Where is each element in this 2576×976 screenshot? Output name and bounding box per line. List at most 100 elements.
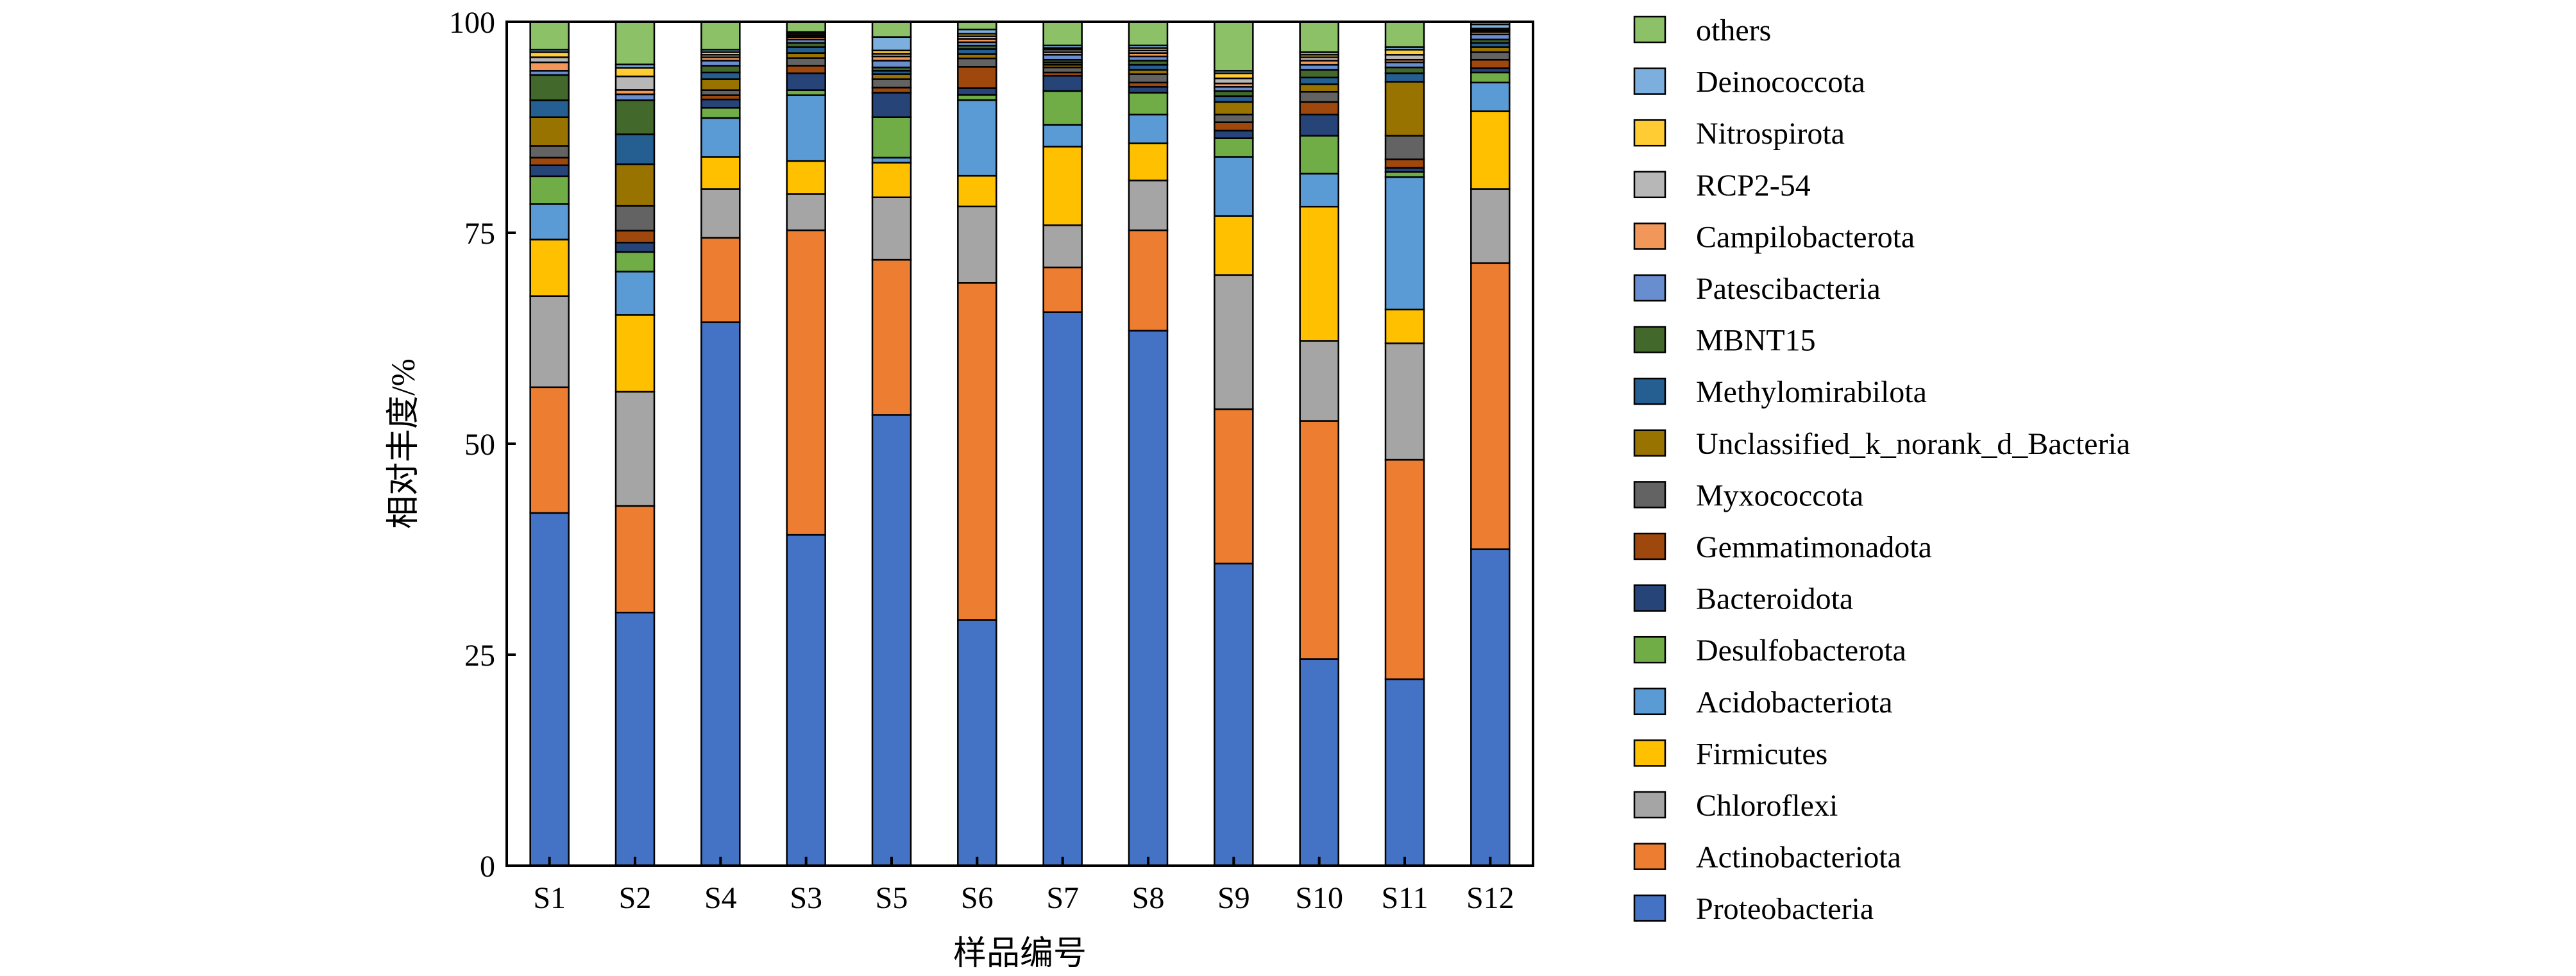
legend-label: Nitrospirota [1696, 117, 1845, 151]
legend-label: Actinobacteriota [1696, 841, 1901, 875]
bar-segment-S1-bacteroidota [529, 164, 570, 178]
bar-segment-S2-chloroflexi [614, 391, 656, 507]
bar-segment-S10-chloroflexi [1299, 340, 1339, 422]
bar-segment-S9-acidobacteriota [1214, 156, 1254, 217]
bar-segment-S11-others [1384, 21, 1425, 48]
legend-swatch [1633, 791, 1666, 819]
bar-segment-S11-myxococcota [1384, 135, 1425, 160]
legend-item-actinobacteriota: Actinobacteriota [1633, 841, 1901, 875]
bar-segment-S6-myxococcota [957, 57, 997, 68]
x-tick-label-S6: S6 [961, 881, 994, 915]
legend-item-deinococcota: Deinococcota [1633, 65, 1865, 99]
bar-segment-S5-chloroflexi [871, 196, 912, 261]
bar-segment-S3-firmicutes [786, 160, 826, 195]
bar-segment-S12-desulfobacterota [1470, 71, 1511, 83]
legend-item-acidobacteriota: Acidobacteriota [1633, 686, 1893, 719]
bar-segment-S11-actinobacteriota [1384, 459, 1425, 680]
bar-segment-S10-others [1299, 21, 1339, 53]
bar-segment-S1-actinobacteriota [529, 386, 570, 514]
legend-label: Campilobacterota [1696, 220, 1915, 254]
bar-segment-S6-bacteroidota [957, 87, 997, 96]
x-tick-label-S10: S10 [1295, 881, 1343, 915]
bar-segment-S4-proteobacteria [700, 321, 741, 867]
legend-item-rcp2-54: RCP2-54 [1633, 169, 1811, 203]
legend-label: others [1696, 13, 1771, 47]
legend-label: Chloroflexi [1696, 789, 1838, 823]
x-tick-label-S12: S12 [1466, 881, 1514, 915]
bar-segment-S4-firmicutes [700, 156, 741, 190]
bar-segment-S7-firmicutes [1042, 146, 1083, 226]
legend-item-firmicutes: Firmicutes [1633, 737, 1827, 771]
bar-segment-S8-others [1128, 21, 1169, 47]
bar-segment-S9-gemmatimonadota [1214, 121, 1254, 132]
bar-segment-S9-proteobacteria [1214, 562, 1254, 867]
legend-swatch [1633, 171, 1666, 199]
bar-stack-S12 [1470, 21, 1511, 867]
bar-segment-S9-firmicutes [1214, 215, 1254, 276]
bar-segment-S2-nitrospirota [614, 67, 656, 78]
bar-segment-S9-chloroflexi [1214, 274, 1254, 410]
bar-segment-S12-actinobacteriota [1470, 262, 1511, 550]
bar-segment-S5-bacteroidota [871, 92, 912, 118]
bar-segment-S3-gemmatimonadota [786, 65, 826, 74]
axes [505, 21, 1534, 867]
bar-segment-S7-chloroflexi [1042, 224, 1083, 269]
x-tick-label-S5: S5 [876, 881, 908, 915]
bar-stack-S5 [871, 21, 912, 867]
bar-segment-S8-firmicutes [1128, 142, 1169, 181]
bar-segment-S3-methylomirabilota [786, 46, 826, 54]
bar-segment-S2-patescibacteria [614, 93, 656, 101]
bar-segment-S12-proteobacteria [1470, 548, 1511, 867]
bar-segment-S5-desulfobacterota [871, 116, 912, 159]
bar-stack-S11 [1384, 21, 1425, 867]
bar-stack-S8 [1128, 21, 1169, 867]
bar-segment-S4-mbnt15 [700, 65, 741, 74]
legend-item-methylomirabilota: Methylomirabilota [1633, 375, 1927, 409]
bar-segment-S2-mbnt15 [614, 99, 656, 135]
bar-segment-S10-actinobacteriota [1299, 420, 1339, 660]
bar-stack-S6 [957, 21, 997, 867]
y-tick-label: 75 [464, 217, 495, 251]
bar-segment-S3-others [786, 21, 826, 33]
bar-segment-S1-gemmatimonadota [529, 156, 570, 166]
legend-swatch [1633, 326, 1666, 353]
x-axis-title: 样品编号 [953, 936, 1087, 972]
bar-segment-S3-proteobacteria [786, 534, 826, 867]
bar-segment-S5-patescibacteria [871, 60, 912, 69]
bar-stack-S9 [1214, 21, 1254, 867]
bar-segment-S6-acidobacteriota [957, 99, 997, 177]
bar-segment-S2-methylomirabilota [614, 133, 656, 165]
y-axis-title: 相对丰度/% [386, 358, 422, 529]
bar-segment-S6-chloroflexi [957, 205, 997, 284]
x-tick-label-S4: S4 [704, 881, 737, 915]
legend-item-desulfobacterota: Desulfobacterota [1633, 634, 1906, 668]
legend-swatch [1633, 687, 1666, 716]
bar-segment-S2-unclassified-k-norank-d-bacteria [614, 163, 656, 207]
bar-segment-S7-desulfobacterota [1042, 90, 1083, 126]
legend-swatch [1633, 532, 1666, 560]
bar-segment-S6-actinobacteriota [957, 282, 997, 621]
bar-stack-S2 [614, 21, 656, 867]
legend-label: Desulfobacterota [1696, 634, 1906, 668]
bar-segment-S2-bacteroidota [614, 242, 656, 253]
legend-swatch [1633, 377, 1666, 405]
bar-segment-S4-acidobacteriota [700, 117, 741, 158]
legend: others Deinococcota Nitrospirota RCP2-54 Cam… [1633, 13, 2130, 926]
y-tick-label: 50 [464, 428, 495, 462]
bar-segment-S10-acidobacteriota [1299, 172, 1339, 208]
bar-segment-S1-campilobacterota [529, 61, 570, 72]
bar-segment-S6-proteobacteria [957, 619, 997, 867]
bar-segment-S1-others [529, 21, 570, 51]
bar-segment-S4-actinobacteriota [700, 237, 741, 323]
bar-segment-S7-acidobacteriota [1042, 124, 1083, 148]
bar-segment-S10-firmicutes [1299, 205, 1339, 342]
bar-segment-S2-firmicutes [614, 314, 656, 393]
bar-segment-S4-methylomirabilota [700, 71, 741, 80]
legend-label: MBNT15 [1696, 324, 1816, 358]
bar-segment-S4-desulfobacterota [700, 106, 741, 119]
bar-segment-S7-proteobacteria [1042, 311, 1083, 867]
legend-swatch [1633, 67, 1666, 95]
legend-swatch [1633, 223, 1666, 250]
legend-swatch [1633, 15, 1666, 44]
bar-segment-S11-chloroflexi [1384, 342, 1425, 461]
